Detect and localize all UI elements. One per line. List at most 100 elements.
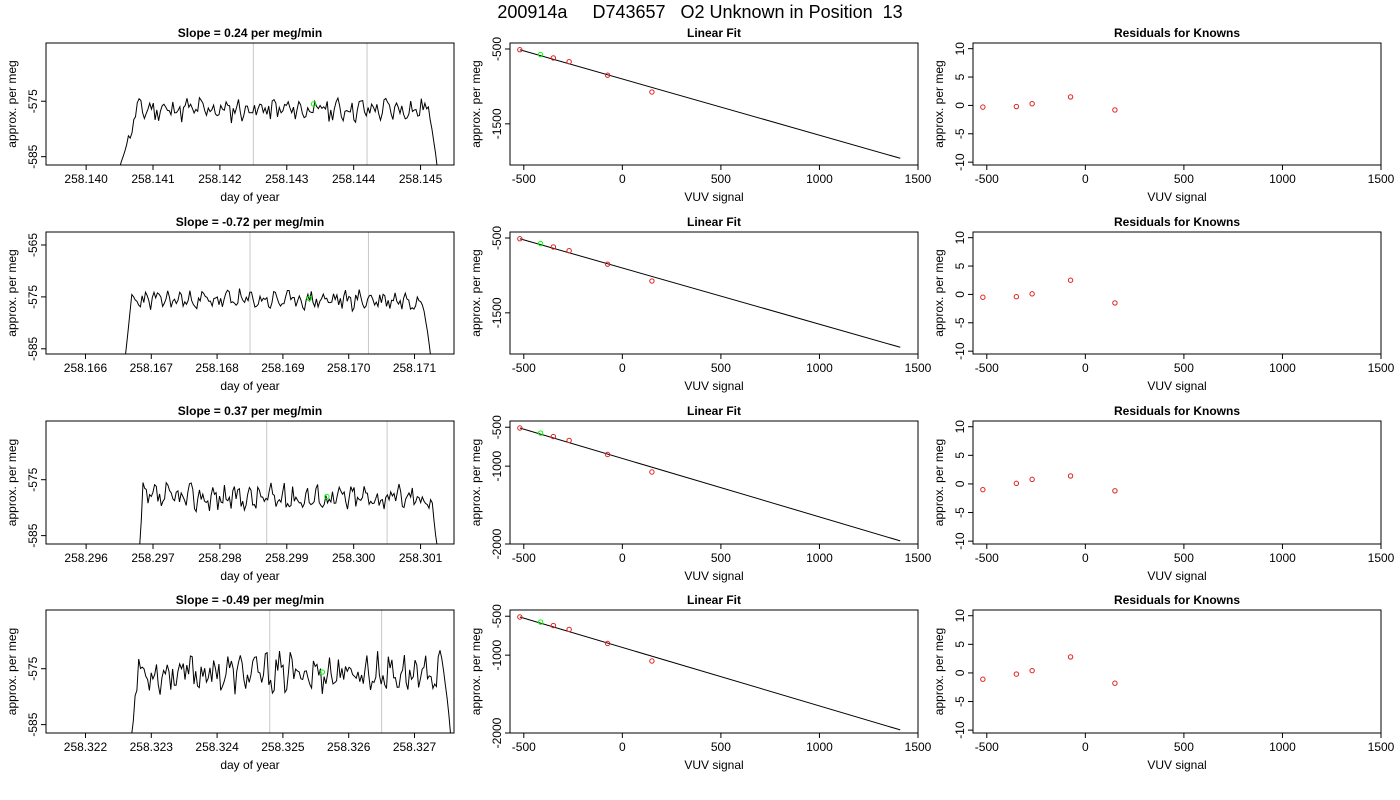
x-tick-label: 258.301 [399, 551, 443, 565]
data-point [1013, 103, 1020, 110]
data-point [517, 425, 523, 431]
y-axis-label: approx. per meg [5, 249, 19, 336]
panel-1-0: Slope = -0.72 per meg/min 258.166 258.167 2… [5, 215, 455, 393]
panel-title: Residuals for Knowns [1114, 593, 1240, 607]
x-tick-label: 258.141 [131, 172, 175, 186]
x-tick-label: 1000 [1269, 361, 1296, 375]
y-axis-label: approx. per meg [932, 60, 946, 147]
data-point [1067, 654, 1074, 660]
data-point [550, 622, 557, 629]
y-tick-label: -500 [490, 415, 504, 439]
data-point [1013, 671, 1020, 677]
data-point [1112, 107, 1118, 113]
y-axis-label: approx. per meg [5, 439, 19, 526]
plot-area [517, 236, 901, 348]
x-tick-label: 1500 [905, 551, 932, 565]
plot-frame [509, 231, 919, 355]
highlight-point [324, 493, 330, 500]
x-tick-label: -500 [512, 361, 536, 375]
data-point [550, 433, 557, 440]
x-axis-label: VUV signal [684, 379, 743, 393]
x-axis-label: VUV signal [684, 569, 743, 583]
plot-frame [509, 420, 919, 545]
x-tick-label: 258.143 [265, 172, 309, 186]
data-point [1029, 667, 1035, 674]
x-tick-label: 1000 [806, 551, 833, 565]
y-tick-label: -575 [26, 467, 40, 491]
panel-2-2: Residuals for Knowns -500 0 500 1000 1500 -10 -… [932, 404, 1395, 583]
x-tick-label: -500 [975, 172, 999, 186]
plot-frame [972, 231, 1382, 355]
panel-0-2: Residuals for Knowns -500 0 500 1000 1500 -10 -… [932, 26, 1395, 204]
x-tick-label: 500 [711, 361, 731, 375]
plot-area [517, 47, 901, 159]
y-axis-label: approx. per meg [5, 60, 19, 147]
data-point [566, 437, 572, 444]
x-tick-label: 0 [1082, 361, 1089, 375]
y-tick-label: -5 [953, 507, 967, 518]
x-tick-label: 500 [711, 740, 731, 754]
x-tick-label: 258.144 [332, 172, 376, 186]
y-tick-label: -5 [953, 128, 967, 139]
x-tick-label: 258.168 [195, 361, 239, 375]
series-line [125, 288, 431, 354]
plot-area [131, 610, 451, 733]
y-tick-label: 5 [953, 641, 967, 648]
data-point [604, 261, 611, 267]
y-tick-label: -1000 [490, 639, 504, 670]
data-point [980, 486, 986, 493]
y-tick-label: -500 [490, 604, 504, 628]
x-axis-label: VUV signal [1147, 379, 1206, 393]
data-point [1112, 488, 1118, 494]
series-line [119, 96, 438, 165]
y-tick-label: -585 [26, 144, 40, 168]
y-tick-label: -565 [26, 233, 40, 257]
data-point [550, 55, 557, 61]
y-tick-label: -575 [26, 656, 40, 680]
y-tick-label: -5 [953, 317, 967, 328]
y-tick-label: 0 [953, 102, 967, 109]
data-point [1067, 473, 1074, 479]
y-axis-label: approx. per meg [932, 249, 946, 336]
x-tick-label: 1000 [1269, 172, 1296, 186]
y-axis-label: approx. per meg [469, 628, 483, 715]
x-tick-label: 1500 [905, 172, 932, 186]
data-point [1013, 480, 1020, 487]
data-point [1067, 94, 1074, 100]
plot-area [980, 654, 1118, 686]
y-axis-label: approx. per meg [469, 60, 483, 147]
y-tick-label: 10 [953, 420, 967, 434]
y-tick-label: -2000 [490, 528, 504, 559]
figure-title: 200914a D743657 O2 Unknown in Position 1… [497, 2, 903, 22]
x-tick-label: 500 [711, 551, 731, 565]
y-tick-label: -575 [26, 285, 40, 309]
panel-2-1: Linear Fit -500 0 500 1000 1500 -500 -1000 -2000… [469, 404, 932, 583]
y-axis-label: approx. per meg [932, 628, 946, 715]
y-tick-label: -1500 [490, 108, 504, 139]
highlight-point [306, 295, 312, 302]
highlight-point [537, 619, 544, 625]
data-point [649, 469, 655, 475]
plot-frame [972, 609, 1382, 734]
x-tick-label: 1500 [1368, 172, 1395, 186]
y-tick-label: 5 [953, 73, 967, 80]
x-axis-label: VUV signal [1147, 569, 1206, 583]
y-tick-label: 5 [953, 452, 967, 459]
data-point [604, 72, 611, 78]
plot-frame [509, 42, 919, 166]
data-point [1112, 680, 1118, 686]
x-tick-label: 500 [1174, 172, 1194, 186]
plot-frame [45, 231, 455, 355]
y-tick-label: 10 [953, 42, 967, 56]
x-tick-label: 0 [619, 551, 626, 565]
x-tick-label: 1000 [1269, 740, 1296, 754]
data-point [1013, 293, 1020, 300]
x-tick-label: 258.325 [261, 740, 305, 754]
y-tick-label: 10 [953, 231, 967, 245]
plot-frame [972, 420, 1382, 545]
x-axis-label: VUV signal [1147, 190, 1206, 204]
y-tick-label: 0 [953, 480, 967, 487]
data-point [566, 626, 572, 633]
x-tick-label: -500 [975, 361, 999, 375]
